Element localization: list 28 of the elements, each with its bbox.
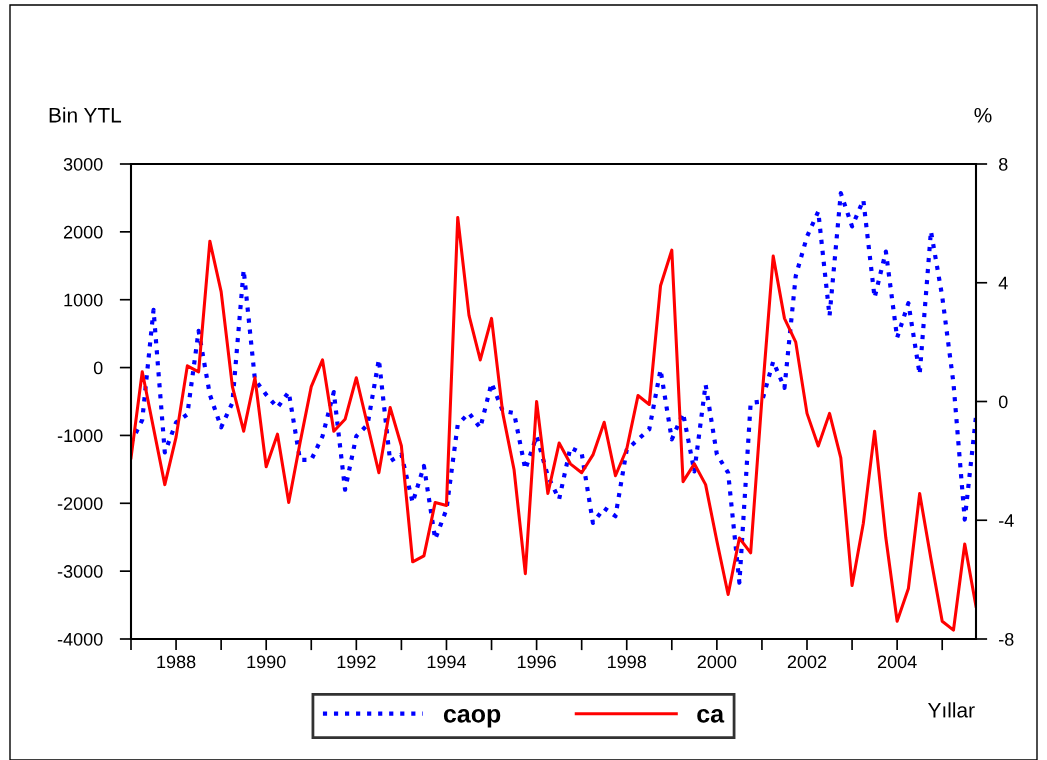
x-tick-label: 2000 [697, 655, 737, 669]
y-tick-label: 1000 [64, 293, 103, 307]
y2-tick-label: -8 [999, 632, 1014, 646]
x-tick-label: 1988 [157, 655, 196, 669]
y2-tick-label: 8 [999, 157, 1008, 171]
x-axis-title: Yıllar [927, 702, 975, 718]
x-tick-label: 2002 [787, 655, 827, 669]
y-tick-label: -2000 [57, 497, 103, 511]
y-tick-label: 0 [93, 361, 103, 375]
legend-label: ca [697, 708, 725, 723]
y2-axis-title: % [974, 107, 992, 123]
y-tick-label: -4000 [57, 632, 103, 646]
y-tick-label: 3000 [63, 157, 103, 171]
x-tick-label: 1998 [608, 655, 647, 669]
y-tick-label: 2000 [63, 225, 103, 239]
y2-tick-label: -4 [999, 514, 1014, 527]
y2-tick-label: 0 [998, 395, 1008, 409]
y2-tick-label: 4 [998, 276, 1008, 290]
y-tick-label: -3000 [57, 565, 103, 578]
x-tick-label: 1990 [247, 655, 286, 669]
legend-label: caop [443, 708, 501, 728]
line-series [131, 215, 976, 632]
x-tick-label: 1992 [337, 655, 376, 669]
y-tick-label: -1000 [57, 429, 103, 443]
x-tick-label: 2004 [877, 655, 917, 669]
x-tick-label: 1996 [517, 655, 556, 669]
y-axis-title: Bin YTL [49, 107, 122, 123]
x-tick-label: 1994 [427, 655, 467, 669]
